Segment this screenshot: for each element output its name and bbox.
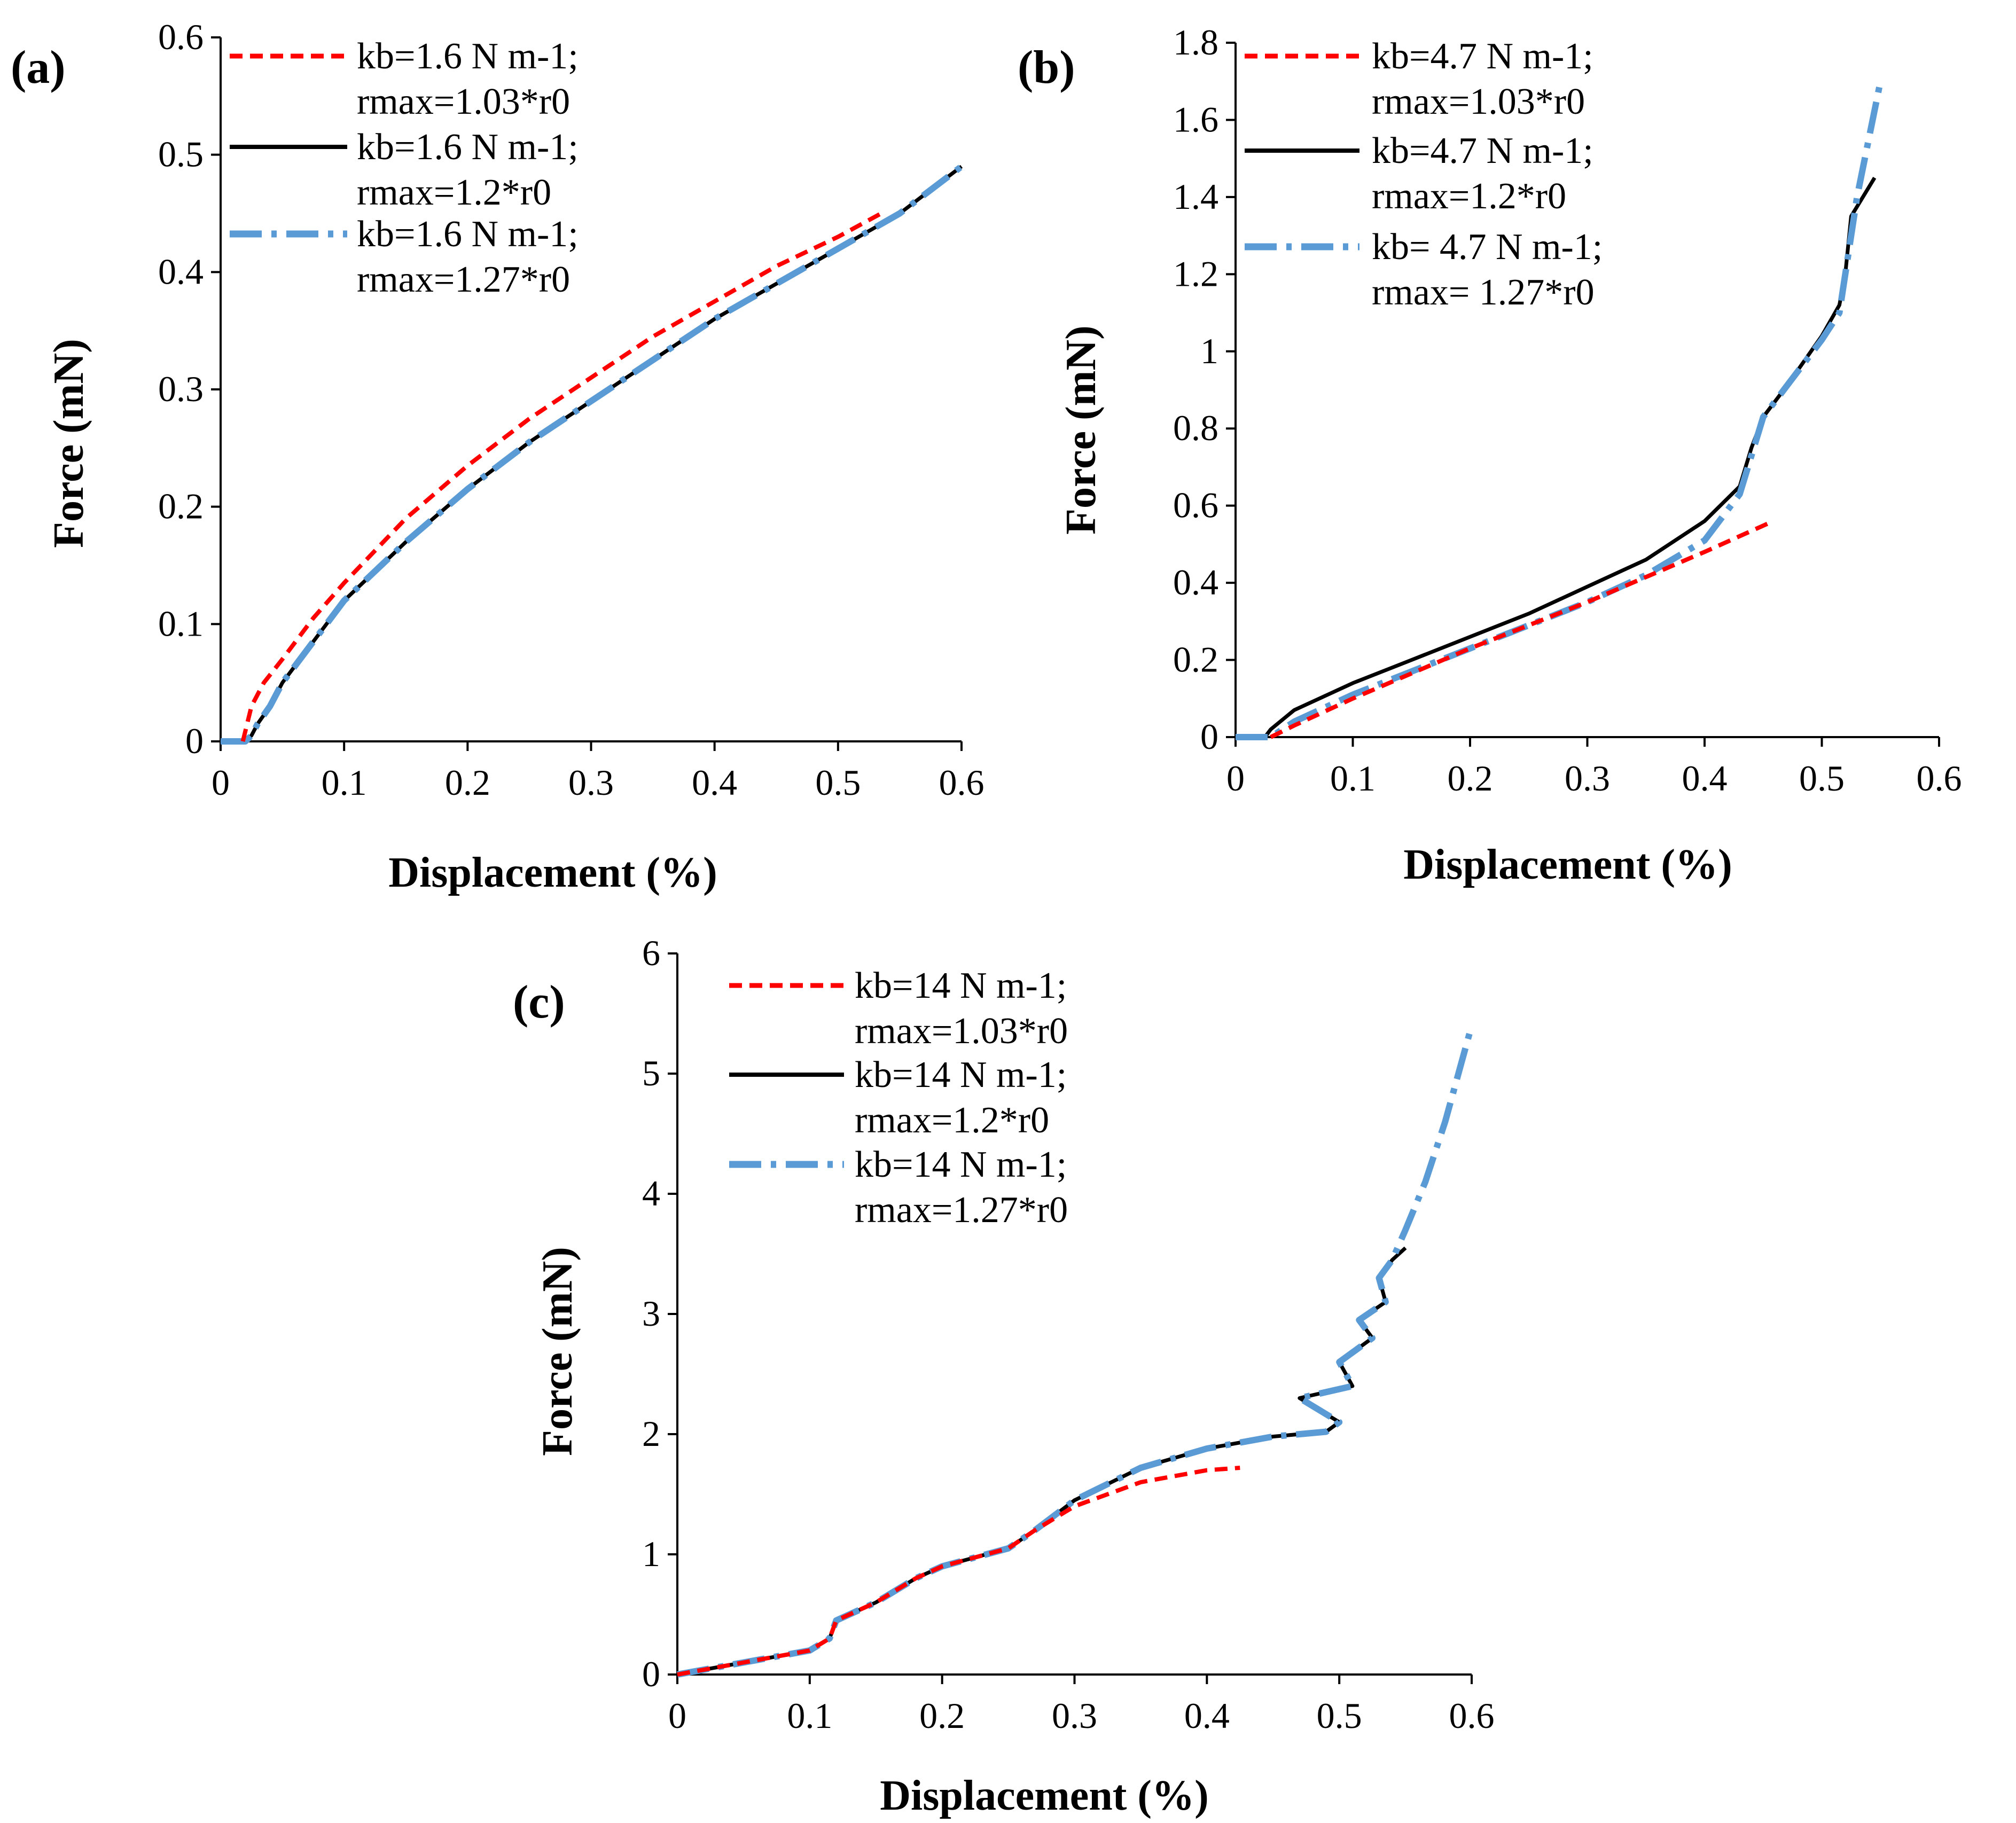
panel-label-b: (b) <box>1018 42 1075 93</box>
legend-b: kb=4.7 N m-1; rmax=1.03*r0 kb=4.7 N m-1;… <box>1245 36 1603 313</box>
legend-label-c-0: kb=14 N m-1; <box>855 965 1067 1006</box>
x-tick-label-b-6: 0.6 <box>1917 758 1962 799</box>
x-axis-label-c: Displacement (%) <box>880 1772 1208 1819</box>
y-tick-label-a-0: 0 <box>185 721 204 761</box>
y-tick-label-c-0: 0 <box>642 1654 660 1694</box>
series-line-b-1 <box>1236 176 1877 739</box>
series-line-c-1 <box>677 1246 1407 1677</box>
legend-c: kb=14 N m-1; rmax=1.03*r0 kb=14 N m-1; r… <box>729 965 1068 1231</box>
x-tick-label-a-4: 0.4 <box>692 762 737 803</box>
plot-area-b: 0 0.2 0.4 0.6 0.8 1 1.2 1.4 1.6 1.8 0 0.1 0.2 0.3 0.4 0… <box>1173 22 1962 799</box>
x-tick-label-c-2: 0.2 <box>919 1695 965 1736</box>
series-line-a-2 <box>221 163 964 745</box>
series-line-c-0 <box>677 1466 1240 1677</box>
y-tick-label-c-1: 1 <box>642 1533 660 1574</box>
y-tick-label-b-5: 1 <box>1200 331 1218 371</box>
x-axis-label-a: Displacement (%) <box>388 849 717 896</box>
y-axis-label-a: Force (mN) <box>45 339 92 548</box>
panel-label-a: (a) <box>11 42 66 93</box>
series-line-a-1 <box>221 165 963 744</box>
legend-label-a-2-line2: rmax=1.27*r0 <box>357 259 570 300</box>
legend-a: kb=1.6 N m-1; rmax=1.03*r0 kb=1.6 N m-1;… <box>230 36 579 300</box>
legend-label-c-2-line2: rmax=1.27*r0 <box>855 1190 1068 1231</box>
x-tick-label-a-2: 0.2 <box>445 762 490 803</box>
series-line-b-0 <box>1270 521 1770 739</box>
y-tick-label-c-6: 6 <box>642 933 660 973</box>
legend-label-b-1-line2: rmax=1.2*r0 <box>1372 176 1566 217</box>
legend-label-b-1: kb=4.7 N m-1; <box>1372 130 1593 171</box>
x-tick-label-a-6: 0.6 <box>939 762 984 803</box>
chart-c: (c) 0 1 2 3 4 5 6 0 0.1 0.2 0.3 0.4 0.5 0.6 Displacem… <box>513 933 1495 1819</box>
x-tick-label-a-3: 0.3 <box>568 762 614 803</box>
legend-label-b-0: kb=4.7 N m-1; <box>1372 36 1593 77</box>
chart-a: (a) 00.10.20.30.40.50.60 0.1 0.2 0.3 0.4 0.5 0… <box>11 17 984 896</box>
legend-label-a-1-line2: rmax=1.2*r0 <box>357 172 551 213</box>
y-tick-label-a-4: 0.4 <box>158 251 204 292</box>
y-tick-label-b-0: 0 <box>1200 716 1218 757</box>
y-tick-label-a-3: 0.3 <box>158 369 204 409</box>
legend-label-b-0-line2: rmax=1.03*r0 <box>1372 81 1585 122</box>
plot-area-c: 0 1 2 3 4 5 6 0 0.1 0.2 0.3 0.4 0.5 0.6 <box>642 933 1495 1736</box>
plot-area-a: 0 0.1 0.2 0.3 0.4 0.5 0.6 0 0.1 0.2 0.3 0.4 0.5 0.6 <box>158 17 984 803</box>
legend-label-a-2: kb=1.6 N m-1; <box>357 214 579 255</box>
legend-label-c-0-line2: rmax=1.03*r0 <box>855 1011 1068 1052</box>
legend-label-a-0-line2: rmax=1.03*r0 <box>357 81 570 122</box>
x-tick-label-b-5: 0.5 <box>1799 758 1845 799</box>
legend-label-c-1: kb=14 N m-1; <box>855 1054 1067 1096</box>
y-tick-label-a-5: 0.5 <box>158 134 204 175</box>
y-tick-label-a-6: 0.6 <box>158 17 204 57</box>
x-tick-label-a-0: 0 <box>212 762 230 803</box>
legend-label-b-2: kb= 4.7 N m-1; <box>1372 226 1603 268</box>
y-tick-label-c-2: 2 <box>642 1413 660 1454</box>
x-tick-label-b-1: 0.1 <box>1330 758 1376 799</box>
x-tick-label-c-1: 0.1 <box>787 1695 832 1736</box>
x-tick-label-c-5: 0.5 <box>1317 1695 1362 1736</box>
series-line-c-2 <box>676 1024 1475 1678</box>
y-tick-label-a-2: 0.2 <box>158 486 204 527</box>
legend-label-b-2-line2: rmax= 1.27*r0 <box>1372 272 1595 313</box>
x-tick-label-a-1: 0.1 <box>322 762 367 803</box>
x-tick-label-a-5: 0.5 <box>815 762 861 803</box>
x-tick-label-c-3: 0.3 <box>1052 1695 1097 1736</box>
x-tick-label-b-4: 0.4 <box>1682 758 1728 799</box>
y-tick-label-b-8: 1.6 <box>1173 99 1218 139</box>
y-tick-label-b-6: 1.2 <box>1173 253 1218 294</box>
y-tick-label-c-3: 3 <box>642 1293 660 1334</box>
y-tick-label-c-5: 5 <box>642 1053 660 1093</box>
y-tick-label-c-4: 4 <box>642 1173 660 1214</box>
y-axis-label-c: Force (mN) <box>534 1247 581 1456</box>
y-tick-label-a-1: 0.1 <box>158 603 204 644</box>
x-tick-label-c-6: 0.6 <box>1449 1695 1495 1736</box>
x-axis-label-b: Displacement (%) <box>1403 841 1732 888</box>
legend-label-a-1: kb=1.6 N m-1; <box>357 127 579 168</box>
series-line-a-0 <box>240 211 882 742</box>
chart-b: (b) 0 0.2 0.4 0.6 0.8 1 1.2 1.4 1.6 1.8 0 0.1 0.2 0.3… <box>1018 22 1962 888</box>
y-tick-label-b-4: 0.8 <box>1173 408 1218 448</box>
x-tick-label-c-0: 0 <box>668 1695 686 1736</box>
legend-label-a-0: kb=1.6 N m-1; <box>357 36 579 77</box>
x-tick-label-c-4: 0.4 <box>1184 1695 1230 1736</box>
panel-label-c: (c) <box>513 976 565 1028</box>
y-tick-label-b-7: 1.4 <box>1173 176 1218 217</box>
legend-label-c-2: kb=14 N m-1; <box>855 1144 1067 1185</box>
legend-label-c-1-line2: rmax=1.2*r0 <box>855 1100 1049 1141</box>
y-tick-label-b-9: 1.8 <box>1173 22 1218 62</box>
y-axis-label-b: Force (mN) <box>1058 325 1105 535</box>
y-tick-label-b-3: 0.6 <box>1173 485 1218 526</box>
series-line-b-2 <box>1236 81 1884 740</box>
y-tick-label-b-2: 0.4 <box>1173 562 1218 603</box>
x-tick-label-b-3: 0.3 <box>1565 758 1610 799</box>
x-tick-label-b-0: 0 <box>1226 758 1245 799</box>
y-tick-label-b-1: 0.2 <box>1173 639 1218 680</box>
x-tick-label-b-2: 0.2 <box>1448 758 1493 799</box>
